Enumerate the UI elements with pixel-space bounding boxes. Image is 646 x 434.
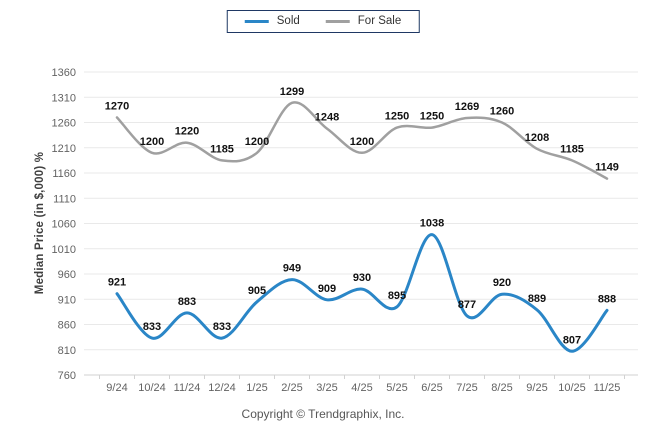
data-label-for-sale: 1200 bbox=[245, 136, 269, 148]
y-axis-tick-label: 1360 bbox=[52, 67, 76, 79]
x-axis-label: 7/25 bbox=[456, 382, 477, 394]
data-label-sold: 949 bbox=[283, 263, 301, 275]
data-label-sold: 889 bbox=[528, 293, 546, 305]
for-sale-line-swatch bbox=[325, 20, 350, 23]
x-axis-label: 6/25 bbox=[421, 382, 442, 394]
data-label-for-sale: 1269 bbox=[455, 101, 479, 113]
data-label-sold: 888 bbox=[598, 293, 616, 305]
x-axis-label: 5/25 bbox=[386, 382, 407, 394]
x-axis-label: 4/25 bbox=[351, 382, 372, 394]
data-label-for-sale: 1248 bbox=[315, 112, 339, 124]
x-axis-label: 8/25 bbox=[491, 382, 512, 394]
data-label-for-sale: 1185 bbox=[210, 143, 234, 155]
y-axis-tick-label: 1010 bbox=[52, 244, 76, 256]
data-label-for-sale: 1299 bbox=[280, 86, 304, 98]
x-axis-label: 12/24 bbox=[208, 382, 236, 394]
legend-item-sold[interactable]: Sold bbox=[244, 14, 300, 28]
x-axis-label: 2/25 bbox=[281, 382, 302, 394]
data-label-sold: 883 bbox=[178, 296, 196, 308]
x-axis-label: 9/25 bbox=[526, 382, 547, 394]
data-label-sold: 833 bbox=[143, 321, 161, 333]
data-label-for-sale: 1149 bbox=[595, 162, 619, 174]
series-line-sold[interactable] bbox=[115, 233, 609, 353]
data-label-sold: 920 bbox=[493, 277, 511, 289]
legend-item-for-sale[interactable]: For Sale bbox=[325, 14, 402, 28]
legend: Sold For Sale bbox=[226, 10, 420, 33]
data-label-sold: 909 bbox=[318, 283, 336, 295]
data-label-for-sale: 1200 bbox=[140, 136, 164, 148]
sold-line-swatch bbox=[244, 20, 269, 23]
y-axis-tick-label: 860 bbox=[58, 320, 76, 332]
series-line-for-sale[interactable] bbox=[115, 101, 609, 180]
copyright-text: Copyright © Trendgraphix, Inc. bbox=[241, 407, 405, 421]
data-label-sold: 930 bbox=[353, 272, 371, 284]
x-axis-label: 9/24 bbox=[106, 382, 127, 394]
data-label-for-sale: 1250 bbox=[420, 111, 444, 123]
data-label-sold: 921 bbox=[108, 277, 126, 289]
y-axis-tick-label: 1160 bbox=[52, 168, 76, 180]
legend-label-for-sale: For Sale bbox=[357, 14, 402, 27]
y-axis-tick-label: 1060 bbox=[52, 219, 76, 231]
y-axis-tick-label: 1110 bbox=[53, 193, 76, 205]
data-label-sold: 1038 bbox=[420, 218, 444, 230]
data-label-for-sale: 1185 bbox=[560, 143, 584, 155]
data-label-for-sale: 1260 bbox=[490, 106, 514, 118]
y-axis-tick-label: 1310 bbox=[52, 92, 76, 104]
legend-label-sold: Sold bbox=[276, 14, 300, 27]
data-label-sold: 807 bbox=[563, 334, 581, 346]
y-axis-tick-label: 1260 bbox=[52, 118, 76, 130]
data-label-sold: 877 bbox=[458, 299, 476, 311]
x-axis-label: 10/24 bbox=[138, 382, 166, 394]
data-label-sold: 895 bbox=[388, 290, 406, 302]
x-axis-label: 1/25 bbox=[246, 382, 267, 394]
y-axis-tick-label: 810 bbox=[58, 345, 76, 357]
data-label-for-sale: 1250 bbox=[385, 111, 409, 123]
y-axis-tick-label: 1210 bbox=[52, 143, 76, 155]
data-label-for-sale: 1200 bbox=[350, 136, 374, 148]
data-label-sold: 833 bbox=[213, 321, 231, 333]
y-axis-tick-label: 910 bbox=[58, 294, 76, 306]
x-axis-label: 3/25 bbox=[316, 382, 337, 394]
y-axis-tick-label: 760 bbox=[58, 370, 76, 382]
y-axis-tick-label: 960 bbox=[58, 269, 76, 281]
x-axis-label: 11/24 bbox=[174, 382, 201, 394]
data-label-sold: 905 bbox=[248, 285, 266, 297]
x-axis-label: 11/25 bbox=[594, 382, 621, 394]
data-label-for-sale: 1220 bbox=[175, 126, 199, 138]
data-label-for-sale: 1208 bbox=[525, 132, 549, 144]
data-label-for-sale: 1270 bbox=[105, 100, 129, 112]
x-axis-label: 10/25 bbox=[558, 382, 586, 394]
